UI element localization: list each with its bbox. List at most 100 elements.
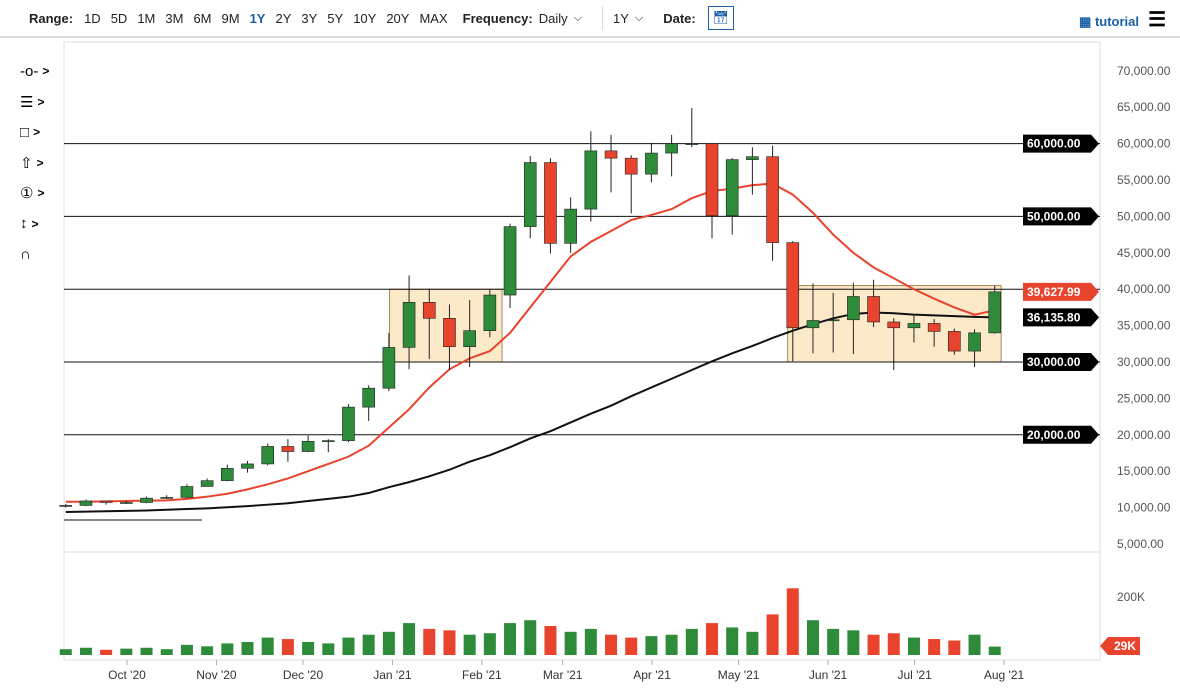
chevron-right-icon: > (33, 125, 41, 140)
candle (301, 441, 315, 452)
chevron-right-icon: > (37, 94, 45, 109)
tutorial-link[interactable]: ▦ tutorial (1079, 14, 1139, 29)
x-tick-label: Apr '21 (633, 668, 671, 682)
range-1y[interactable]: 1Y (249, 10, 266, 26)
chevron-right-icon: > (36, 155, 44, 170)
range-1m[interactable]: 1M (137, 10, 156, 26)
y-tick-label: 50,000.00 (1117, 209, 1171, 223)
menu-icon[interactable]: ☰ (1148, 9, 1166, 31)
chevron-right-icon: > (42, 64, 50, 79)
chevron-down-icon[interactable]: ⌵ (634, 11, 644, 24)
price-badge (1023, 353, 1099, 371)
x-tick-label: Jan '21 (373, 668, 412, 682)
date-label: Date: (663, 10, 696, 26)
range-3y[interactable]: 3Y (301, 10, 318, 26)
number-marker-button[interactable]: ① > (20, 178, 49, 209)
volume-bar (463, 634, 476, 655)
candle (503, 226, 517, 296)
volume-bar (403, 623, 416, 655)
volume-tick-label: 200K (1117, 590, 1145, 604)
price-badge-label: 39,627.99 (1027, 285, 1081, 299)
volume-bar (180, 644, 193, 655)
candle (544, 162, 557, 244)
fibonacci-tool-icon: ☰ (20, 93, 34, 111)
y-tick-label: 5,000.00 (1117, 537, 1164, 551)
range-20y[interactable]: 20Y (386, 10, 410, 26)
candle (59, 505, 73, 507)
range-9m[interactable]: 9M (221, 10, 240, 26)
film-icon: ▦ (1079, 14, 1095, 29)
volume-bar (59, 649, 72, 655)
volume-bar (524, 620, 537, 655)
x-tick-label: Oct '20 (108, 668, 146, 682)
measure-tool-icon: ↕ (20, 215, 28, 233)
chevron-down-icon[interactable]: ⌵ (573, 11, 582, 24)
ma200-line (65, 311, 995, 513)
candle (180, 486, 194, 498)
candle (968, 332, 981, 352)
range-max[interactable]: MAX (419, 10, 448, 26)
candle (887, 321, 901, 329)
volume-bar (605, 634, 618, 655)
candle (725, 159, 739, 216)
fibonacci-tool-button[interactable]: ☰ > (20, 87, 49, 118)
volume-bar (261, 637, 274, 655)
candle (483, 294, 497, 331)
volume-bar (504, 623, 517, 655)
volume-bar (79, 647, 92, 655)
y-tick-label: 55,000.00 (1117, 173, 1171, 187)
line-tool-button[interactable]: -o- > (20, 56, 49, 87)
volume-bar (928, 639, 941, 655)
candle (746, 156, 759, 160)
volume-bar (140, 647, 153, 655)
price-badge-label: 36,135.80 (1027, 310, 1081, 324)
price-badge-label: 20,000.00 (1027, 428, 1081, 442)
candle (927, 323, 941, 332)
range-5d[interactable]: 5D (110, 10, 128, 26)
volume-bar (362, 634, 375, 655)
arrow-tool-button[interactable]: ⇧ > (20, 148, 49, 179)
volume-bar (726, 627, 739, 655)
price-badge (1023, 282, 1099, 301)
volume-bar (948, 640, 961, 655)
candle (160, 497, 174, 499)
magnet-button[interactable]: ∩ (20, 239, 49, 270)
range-6m[interactable]: 6M (193, 10, 212, 26)
calendar-icon[interactable]: 📅︎ (707, 6, 734, 30)
volume-bar (342, 637, 355, 655)
volume-bar (706, 623, 718, 655)
candle (120, 502, 133, 504)
y-tick-label: 10,000.00 (1117, 501, 1171, 515)
rectangle-tool-button[interactable]: □ > (20, 117, 49, 148)
frequency-select[interactable]: Daily (538, 10, 568, 26)
range-3m[interactable]: 3M (165, 10, 184, 26)
candle (422, 302, 436, 319)
volume-bar (806, 620, 819, 655)
candle (786, 242, 800, 329)
volume-bar (120, 648, 133, 655)
measure-tool-button[interactable]: ↕ > (20, 209, 49, 240)
range-10y[interactable]: 10Y (353, 10, 377, 26)
candle (241, 463, 254, 469)
y-tick-label: 65,000.00 (1117, 100, 1171, 114)
candle (200, 480, 214, 487)
range-2y[interactable]: 2Y (275, 10, 292, 26)
range-5y[interactable]: 5Y (327, 10, 344, 26)
period-select[interactable]: 1Y (612, 10, 629, 26)
candle (443, 318, 456, 348)
candle (685, 143, 699, 145)
price-badge (1023, 308, 1099, 327)
x-tick-label: Jun '21 (809, 668, 848, 682)
volume-bar (867, 634, 880, 655)
x-tick-label: Feb '21 (462, 668, 502, 682)
number-marker-icon: ① (20, 185, 34, 203)
range-buttons: 1D 5D 1M 3M 6M 9M 1Y 2Y 3Y 5Y 10Y 20Y MAX (79, 11, 453, 26)
price-badge (1023, 207, 1099, 226)
range-1d[interactable]: 1D (84, 10, 101, 26)
candle (806, 320, 820, 329)
volume-bar (544, 626, 557, 655)
price-badge (1023, 425, 1099, 444)
candle (766, 156, 779, 243)
drawing-toolbar: -o- > ☰ > □ > ⇧ > ① > ↕ > ∩ (20, 56, 49, 270)
